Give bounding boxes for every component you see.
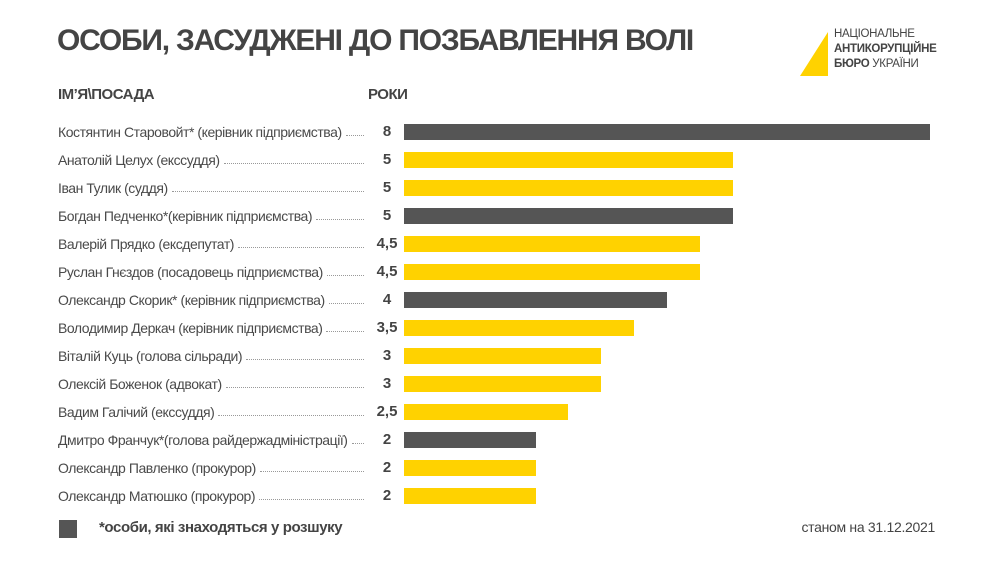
bar — [404, 376, 602, 392]
dotted-leader — [326, 275, 364, 276]
data-label: 4,5 — [376, 235, 398, 252]
row-label: Костянтин Старовойт* (керівник підприємс… — [58, 124, 342, 140]
bar-wanted — [404, 124, 930, 140]
data-label: 3,5 — [376, 319, 398, 336]
data-label: 5 — [382, 151, 392, 168]
dotted-leader — [316, 219, 364, 220]
dotted-leader — [259, 471, 364, 472]
chart-row: Анатолій Целух (екссуддя) 5 — [58, 149, 404, 169]
data-label: 2,5 — [376, 403, 398, 420]
row-label: Олексій Боженок (адвокат) — [58, 376, 222, 392]
value-header: РОКИ — [368, 86, 408, 103]
row-label: Володимир Деркач (керівник підприємства) — [58, 320, 323, 336]
row-label: Валерій Прядко (ексдепутат) — [58, 236, 235, 252]
logo-line-1: НАЦІОНАЛЬНЕ — [834, 28, 915, 40]
chart-row: Олексій Боженок (адвокат) 3 — [58, 373, 404, 393]
data-label: 5 — [382, 207, 392, 224]
bar — [404, 180, 733, 196]
category-header: ІМ’Я\ПОСАДА — [58, 86, 155, 103]
bar — [404, 488, 536, 504]
bar — [404, 460, 536, 476]
chart-row: Вадим Галічий (екссуддя) 2,5 — [58, 401, 404, 421]
data-label: 2 — [382, 431, 392, 448]
row-label: Анатолій Целух (екссуддя) — [58, 152, 220, 168]
nabu-logo: НАЦІОНАЛЬНЕ АНТИКОРУПЦІЙНЕ БЮРО УКРАЇНИ — [800, 28, 940, 78]
logo-line-3-bold: БЮРО — [834, 58, 870, 70]
logo-shape-icon — [800, 32, 828, 76]
bar — [404, 236, 700, 252]
row-label: Богдан Педченко*(керівник підприємства) — [58, 208, 313, 224]
dotted-leader — [225, 387, 364, 388]
row-label: Дмитро Франчук*(голова райдержадміністра… — [58, 432, 348, 448]
chart-row: Дмитро Франчук*(голова райдержадміністра… — [58, 429, 404, 449]
page-title: ОСОБИ, ЗАСУДЖЕНІ ДО ПОЗБАВЛЕННЯ ВОЛІ — [57, 24, 694, 57]
bar — [404, 320, 635, 336]
row-label: Іван Тулик (суддя) — [58, 180, 168, 196]
row-label: Віталій Куць (голова сільради) — [58, 348, 243, 364]
logo-line-3-rest: УКРАЇНИ — [869, 58, 919, 70]
dotted-leader — [246, 359, 364, 360]
dotted-leader — [223, 163, 364, 164]
bar-wanted — [404, 432, 536, 448]
dotted-leader — [328, 303, 364, 304]
data-label: 4,5 — [376, 263, 398, 280]
data-label: 4 — [382, 291, 392, 308]
row-label: Олександр Матюшко (прокурор) — [58, 488, 256, 504]
dotted-leader — [259, 499, 364, 500]
chart-row: Богдан Педченко*(керівник підприємства) 5 — [58, 205, 404, 225]
bar-wanted — [404, 292, 667, 308]
dotted-leader — [351, 443, 364, 444]
row-label: Руслан Гнєздов (посадовець підприємства) — [58, 264, 323, 280]
row-label: Вадим Галічий (екссуддя) — [58, 404, 215, 420]
data-label: 8 — [382, 123, 392, 140]
row-label: Олександр Павленко (прокурор) — [58, 460, 256, 476]
data-label: 3 — [382, 375, 392, 392]
dotted-leader — [171, 191, 364, 192]
chart-row: Іван Тулик (суддя) 5 — [58, 177, 404, 197]
logo-line-2: АНТИКОРУПЦІЙНЕ — [834, 43, 937, 55]
chart-row: Руслан Гнєздов (посадовець підприємства)… — [58, 261, 404, 281]
bar-wanted — [404, 208, 733, 224]
row-label: Олександр Скорик* (керівник підприємства… — [58, 292, 325, 308]
legend-swatch-wanted — [59, 520, 77, 538]
bar — [404, 348, 602, 364]
dotted-leader — [218, 415, 364, 416]
dotted-leader — [238, 247, 364, 248]
bar — [404, 264, 700, 280]
chart-row: Володимир Деркач (керівник підприємства)… — [58, 317, 404, 337]
chart-row: Олександр Скорик* (керівник підприємства… — [58, 289, 404, 309]
as-of-date: станом на 31.12.2021 — [801, 519, 935, 535]
data-label: 2 — [382, 459, 392, 476]
chart-row: Віталій Куць (голова сільради) 3 — [58, 345, 404, 365]
logo-line-3: БЮРО УКРАЇНИ — [834, 58, 919, 70]
bar — [404, 152, 733, 168]
dotted-leader — [326, 331, 364, 332]
data-label: 3 — [382, 347, 392, 364]
legend-text: *особи, які знаходяться у розшуку — [99, 519, 343, 536]
data-label: 2 — [382, 487, 392, 504]
chart-row: Олександр Павленко (прокурор) 2 — [58, 457, 404, 477]
bar — [404, 404, 569, 420]
chart-row: Олександр Матюшко (прокурор) 2 — [58, 485, 404, 505]
data-label: 5 — [382, 179, 392, 196]
chart-row: Костянтин Старовойт* (керівник підприємс… — [58, 121, 404, 141]
chart-row: Валерій Прядко (ексдепутат) 4,5 — [58, 233, 404, 253]
dotted-leader — [345, 135, 364, 136]
